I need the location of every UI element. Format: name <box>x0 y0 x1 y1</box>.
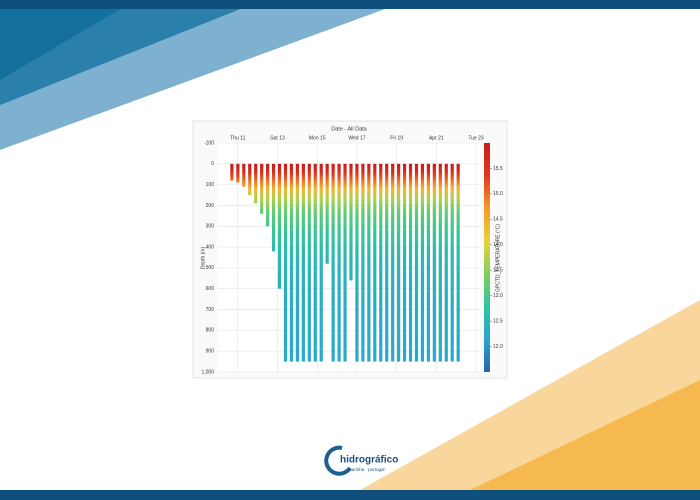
cast-column <box>230 163 234 181</box>
colorbar-tick-label: 13.5 <box>493 268 503 274</box>
cast-column <box>307 163 311 362</box>
y-tick-label: -100 <box>204 140 214 146</box>
cast-column <box>331 163 335 362</box>
cast-column <box>408 163 413 362</box>
logo: hidrográfico marinha · portugal <box>324 445 398 476</box>
colorbar-tick-label: 12.0 <box>493 344 503 350</box>
cast-column <box>313 163 317 362</box>
cast-column <box>361 163 365 362</box>
cast-column <box>414 163 419 362</box>
y-tick-label: 300 <box>206 224 215 230</box>
y-tick-label: 1,000 <box>201 369 214 375</box>
y-tick-label: 900 <box>206 349 215 355</box>
colorbar-tick-label: 15.5 <box>493 166 503 172</box>
cast-column <box>260 163 264 214</box>
cast-column <box>242 163 246 187</box>
cast-column <box>420 163 425 362</box>
x-tick-label: Tue 23 <box>468 135 484 141</box>
cast-column <box>444 163 448 362</box>
cast-column <box>248 163 252 196</box>
bottom-band <box>0 490 700 500</box>
colorbar-tick-label: 14.5 <box>493 217 503 223</box>
top-band <box>0 0 700 9</box>
logo-name: hidrográfico <box>340 455 398 466</box>
cast-column <box>355 163 359 362</box>
y-tick-label: 700 <box>206 307 215 313</box>
cast-column <box>391 163 395 362</box>
cast-column <box>402 163 407 362</box>
cast-column <box>319 163 323 362</box>
y-tick-label: 400 <box>206 244 215 250</box>
y-tick-label: 800 <box>206 328 215 334</box>
cast-column <box>438 163 442 362</box>
cast-column <box>349 163 353 281</box>
y-tick-label: 200 <box>206 203 215 209</box>
cast-column <box>283 163 288 362</box>
colorbar-tick-label: 15.0 <box>493 191 503 197</box>
y-tick-label: 500 <box>206 265 215 271</box>
colorbar-tick-label: 14.0 <box>493 242 503 248</box>
cast-column <box>397 163 401 362</box>
cast-column <box>337 163 341 362</box>
cast-column <box>367 163 371 362</box>
cast-column <box>325 163 329 264</box>
x-tick-label: Fri 19 <box>390 135 403 141</box>
decor <box>0 9 240 105</box>
cast-column <box>379 163 383 362</box>
decor <box>470 380 700 490</box>
x-tick-label: Wed 17 <box>348 135 365 141</box>
cast-column <box>295 163 299 362</box>
cast-column <box>373 163 377 362</box>
y-tick-label: 100 <box>206 182 215 188</box>
colorbar <box>484 143 490 372</box>
colorbar-tick-label: 13.0 <box>493 293 503 299</box>
y-tick-label: 0 <box>211 161 214 167</box>
x-tick-label: Mon 15 <box>309 135 326 141</box>
cast-column <box>385 163 389 362</box>
x-tick-label: Sat 13 <box>270 135 285 141</box>
cast-column <box>289 163 294 362</box>
cast-column <box>450 163 454 362</box>
cast-column <box>426 163 430 362</box>
cast-column <box>432 163 436 362</box>
y-tick-label: 600 <box>206 286 215 292</box>
cast-column <box>236 163 240 183</box>
x-tick-label: Apr 21 <box>429 135 444 141</box>
y-axis-label: Depth (m) <box>200 247 206 270</box>
logo-tagline: marinha · portugal <box>348 467 385 472</box>
colorbar-label: GPCTD_TEMPERATURE (°C) <box>495 224 501 292</box>
cast-column <box>343 163 347 362</box>
cast-column <box>254 163 258 204</box>
x-tick-label: Thu 11 <box>230 135 245 141</box>
chart-title: Date - All Data <box>331 126 367 132</box>
cast-column <box>277 163 282 289</box>
cast-column <box>266 163 270 227</box>
cast-column <box>271 163 276 252</box>
cast-column <box>301 163 305 362</box>
colorbar-tick-label: 12.5 <box>493 318 503 324</box>
logo-mark <box>324 445 352 476</box>
cast-column <box>456 163 460 362</box>
